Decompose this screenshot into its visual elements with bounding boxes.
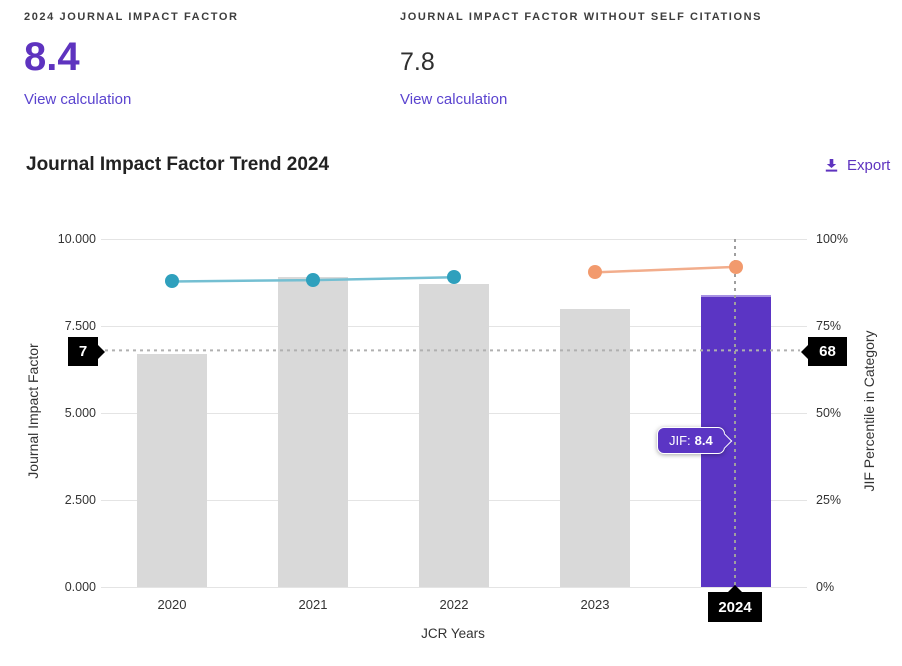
percentile-dot-2023[interactable]	[588, 265, 602, 280]
y-axis-tick-right: 50%	[816, 406, 842, 420]
bar-2020[interactable]	[137, 353, 207, 587]
bar-2023[interactable]	[560, 308, 630, 587]
crosshair-year-flag: 2024	[708, 592, 762, 622]
x-axis-title: JCR Years	[421, 626, 485, 641]
tooltip-prefix: JIF:	[669, 433, 691, 448]
jif-wsc-view-calculation-link[interactable]: View calculation	[400, 91, 508, 108]
y-axis-tick-left: 0.000	[64, 580, 96, 594]
y-axis-tick-left: 5.000	[64, 406, 96, 420]
jif-without-self-citations-card: JOURNAL IMPACT FACTOR WITHOUT SELF CITAT…	[400, 10, 760, 120]
y-axis-tick-left: 7.500	[64, 319, 96, 333]
gridline	[101, 239, 807, 240]
crosshair-left-axis-flag: 7	[68, 337, 98, 366]
export-button[interactable]: Export	[824, 157, 890, 174]
percentile-dot-2020[interactable]	[165, 274, 179, 289]
percentile-dot-2024[interactable]	[729, 259, 743, 274]
x-axis-label-2021: 2021	[298, 597, 328, 612]
x-axis-label-2022: 2022	[439, 597, 469, 612]
jif-wsc-metric-label: JOURNAL IMPACT FACTOR WITHOUT SELF CITAT…	[400, 11, 763, 23]
y-axis-tick-left: 10.000	[57, 232, 96, 246]
jif-wsc-metric-value: 7.8	[400, 48, 435, 76]
percentile-dot-2022[interactable]	[447, 270, 461, 285]
crosshair-right-axis-flag: 68	[808, 337, 847, 366]
download-icon	[824, 158, 839, 173]
x-axis-label-2023: 2023	[580, 597, 610, 612]
tooltip-value: 8.4	[694, 433, 713, 448]
gridline	[101, 587, 807, 588]
jif-view-calculation-link[interactable]: View calculation	[24, 91, 132, 108]
y-axis-tick-right: 100%	[816, 232, 848, 246]
y-axis-tick-right: 75%	[816, 319, 842, 333]
percentile-dot-2021[interactable]	[306, 273, 320, 288]
export-button-label: Export	[847, 157, 891, 174]
jif-metric-value: 8.4	[24, 35, 80, 79]
y-axis-tick-left: 2.500	[64, 493, 96, 507]
x-axis-label-2020: 2020	[157, 597, 187, 612]
jif-metric-card: 2024 JOURNAL IMPACT FACTOR 8.4 View calc…	[24, 10, 384, 120]
percentile-line-orange	[594, 265, 737, 274]
trend-section-title: Journal Impact Factor Trend 2024	[26, 154, 330, 175]
bar-2021[interactable]	[278, 277, 348, 587]
jif-value-tooltip: JIF: 8.4	[657, 427, 733, 454]
bar-2022[interactable]	[419, 284, 489, 587]
jif-metric-label: 2024 JOURNAL IMPACT FACTOR	[24, 11, 239, 23]
y-axis-tick-right: 0%	[816, 580, 835, 594]
y-axis-tick-right: 25%	[816, 493, 842, 507]
